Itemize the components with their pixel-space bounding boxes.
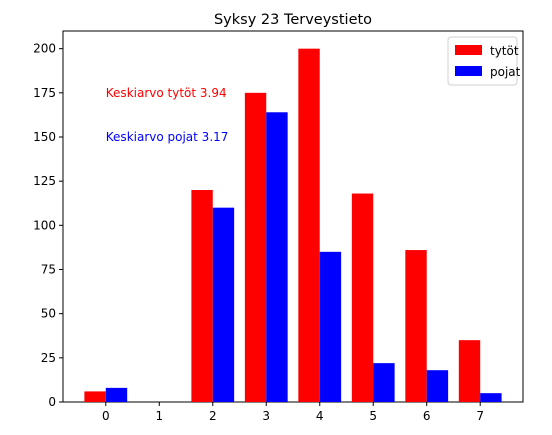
- bar-boys-0: [105, 387, 128, 402]
- bar-boys-3: [266, 112, 288, 403]
- plot-frame: [62, 30, 524, 403]
- axes-group: 0 1 2 3 4 5 6 7 0 25 50 75 100 125 150 175 200: [33, 42, 484, 423]
- x-tick-label: 5: [369, 409, 377, 423]
- annotations-group: Keskiarvo tytöt 3.94 Keskiarvo pojat 3.17: [106, 86, 229, 144]
- bar-girls-0: [84, 391, 106, 402]
- y-tick-label: 0: [48, 395, 56, 409]
- legend-swatch-girls: [455, 45, 482, 55]
- y-tick-label: 75: [41, 263, 56, 277]
- bar-boys-4: [319, 251, 342, 402]
- x-tick-label: 7: [476, 409, 484, 423]
- bar-boys-5: [373, 363, 395, 402]
- bar-girls-7: [458, 340, 481, 402]
- bar-boys-7: [480, 393, 502, 402]
- bar-boys-6: [426, 370, 449, 402]
- legend-label-boys: pojat: [490, 65, 521, 79]
- annotation-girls-mean: Keskiarvo tytöt 3.94: [106, 86, 227, 100]
- y-tick-label: 150: [33, 130, 56, 144]
- y-tick-label: 25: [41, 351, 56, 365]
- bars-group: [84, 48, 502, 403]
- y-tick-label: 50: [41, 307, 56, 321]
- legend-label-girls: tytöt: [490, 44, 519, 58]
- bar-girls-5: [351, 193, 374, 402]
- x-tick-label: 0: [102, 409, 110, 423]
- x-tick-label: 2: [209, 409, 217, 423]
- y-tick-label: 100: [33, 218, 56, 232]
- legend: tytöt pojat: [447, 36, 521, 86]
- bar-girls-6: [405, 250, 427, 402]
- y-tick-label: 175: [33, 86, 56, 100]
- bar-girls-3: [244, 92, 267, 402]
- bar-boys-2: [212, 207, 235, 402]
- chart-title: Syksy 23 Terveystieto: [214, 12, 372, 28]
- x-tick-label: 3: [262, 409, 270, 423]
- x-tick-label: 6: [423, 409, 431, 423]
- bar-girls-4: [298, 48, 320, 403]
- legend-swatch-boys: [455, 66, 482, 76]
- annotation-boys-mean: Keskiarvo pojat 3.17: [106, 130, 229, 144]
- x-tick-label: 1: [155, 409, 163, 423]
- y-tick-label: 200: [33, 42, 56, 56]
- x-tick-label: 4: [316, 409, 324, 423]
- y-tick-label: 125: [33, 174, 56, 188]
- bar-girls-2: [191, 190, 213, 402]
